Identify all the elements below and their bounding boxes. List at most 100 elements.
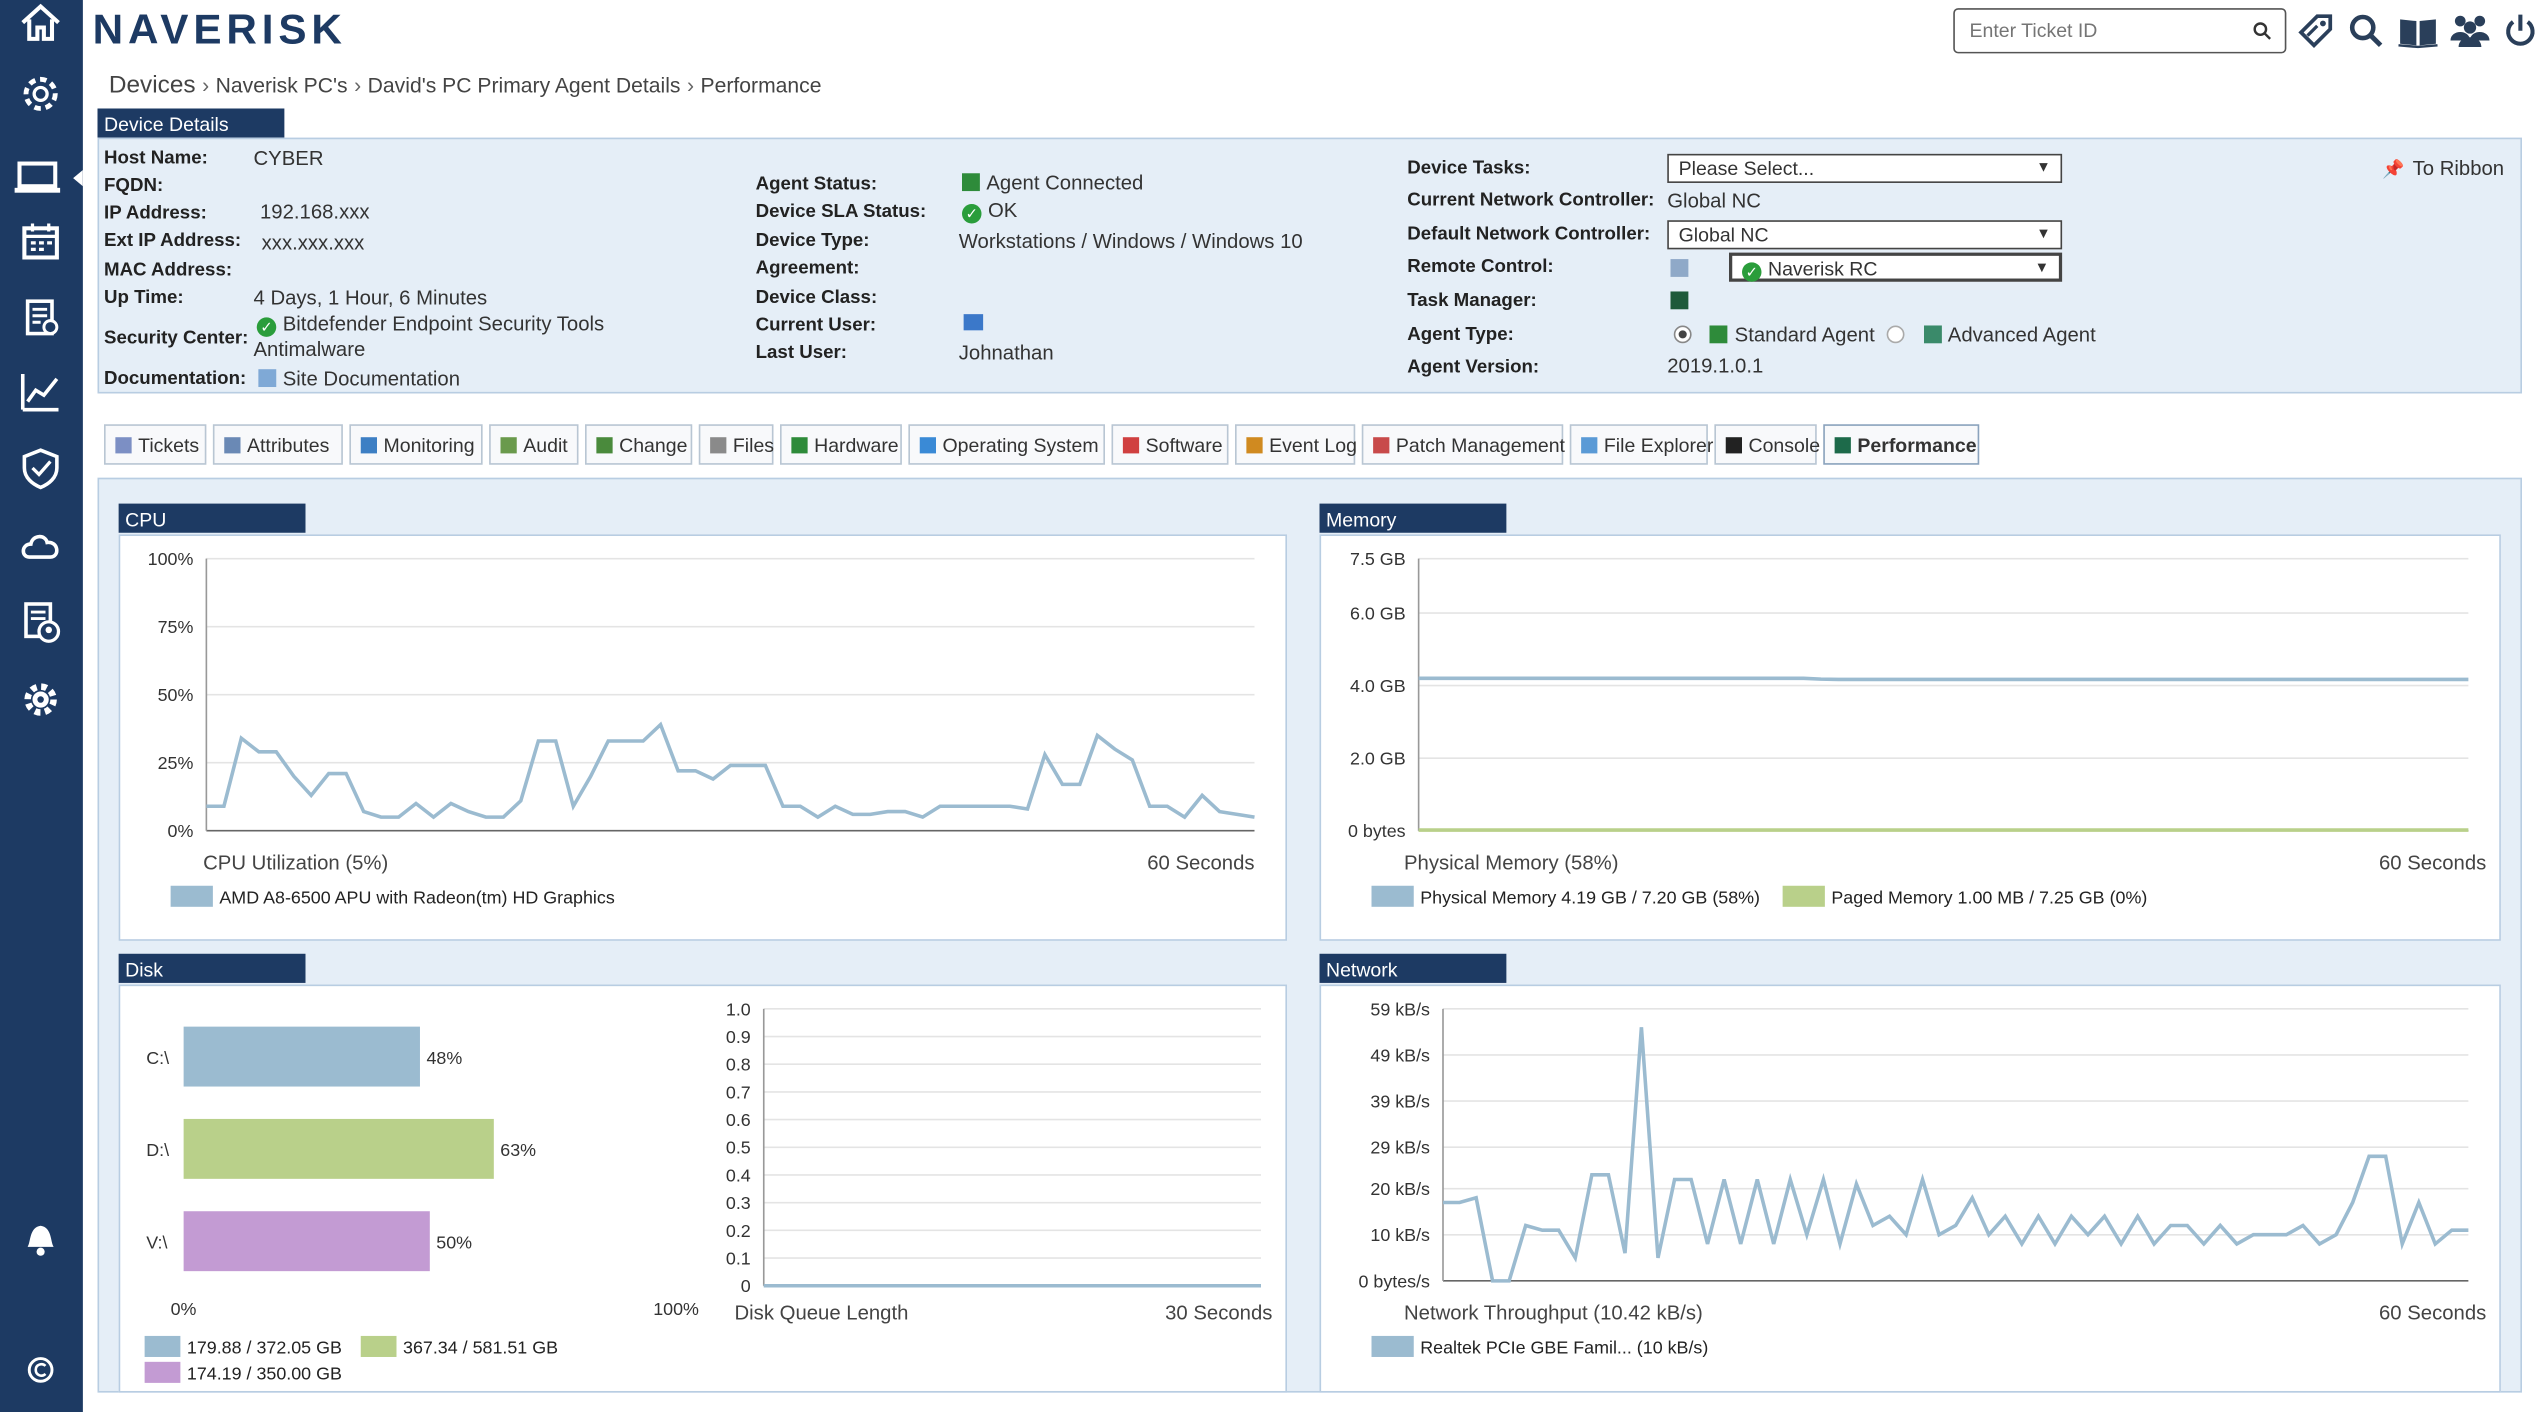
legend-swatch bbox=[144, 1361, 181, 1383]
home-icon[interactable] bbox=[10, 0, 72, 62]
x-tick-label: 100% bbox=[653, 1299, 699, 1319]
document-icon bbox=[258, 369, 277, 388]
chat-icon[interactable] bbox=[963, 311, 990, 334]
ticket-id-input[interactable] bbox=[1969, 19, 2246, 43]
tab-monitoring[interactable]: Monitoring bbox=[349, 424, 483, 465]
shield-icon[interactable] bbox=[10, 445, 72, 507]
tab-hardware[interactable]: Hardware bbox=[780, 424, 902, 465]
tab-label: Operating System bbox=[942, 433, 1099, 457]
y-tick-label: 0 bbox=[741, 1276, 751, 1296]
last-user-label: Last User: bbox=[755, 343, 848, 363]
default-nc-select[interactable]: Global NC ▼ bbox=[1667, 220, 2063, 250]
report-user-icon[interactable] bbox=[10, 598, 72, 660]
tab-patch-management[interactable]: Patch Management bbox=[1361, 424, 1565, 465]
y-tick-label: 75% bbox=[158, 617, 194, 637]
tab-console[interactable]: Console bbox=[1714, 424, 1820, 465]
tab-files[interactable]: Files bbox=[698, 424, 775, 465]
advanced-agent-radio[interactable] bbox=[1886, 325, 1905, 344]
magnifier-icon[interactable] bbox=[2347, 11, 2386, 50]
disk-queue-timespan: 30 Seconds bbox=[1165, 1301, 1273, 1325]
network-caption: Network Throughput (10.42 kB/s) bbox=[1404, 1301, 1703, 1325]
tab-file-explorer[interactable]: File Explorer bbox=[1569, 424, 1713, 465]
legend-swatch bbox=[170, 885, 213, 907]
tab-label: Performance bbox=[1857, 433, 1977, 457]
network-panel-header: Network bbox=[1319, 953, 1507, 983]
series-line bbox=[1418, 676, 2469, 682]
tickets-icon bbox=[115, 437, 132, 454]
host-name-value: CYBER bbox=[253, 147, 324, 171]
ip-address-value: 192.168.xxx bbox=[260, 200, 370, 224]
patch-management-icon bbox=[1373, 437, 1390, 454]
clipboard-icon[interactable] bbox=[10, 293, 72, 355]
y-tick-label: 0.9 bbox=[726, 1027, 751, 1047]
memory-timespan: 60 Seconds bbox=[2379, 851, 2487, 875]
tab-label: Patch Management bbox=[1395, 433, 1565, 457]
standard-agent-radio[interactable] bbox=[1673, 325, 1692, 344]
breadcrumb-devices[interactable]: Devices bbox=[108, 71, 196, 99]
tag-icon[interactable] bbox=[2296, 11, 2335, 50]
tab-tickets[interactable]: Tickets bbox=[104, 424, 207, 465]
settings-gear-icon[interactable] bbox=[10, 677, 72, 739]
tab-audit[interactable]: Audit bbox=[489, 424, 579, 465]
y-tick-label: 0.2 bbox=[726, 1221, 751, 1241]
tab-label: Software bbox=[1145, 433, 1223, 457]
tab-label: Files bbox=[732, 433, 775, 457]
users-group-icon[interactable] bbox=[2449, 11, 2490, 50]
agent-version-value: 2019.1.0.1 bbox=[1667, 354, 1764, 378]
y-tick-label: 10 kB/s bbox=[1370, 1225, 1430, 1245]
breadcrumb-agent-details[interactable]: David's PC Primary Agent Details bbox=[367, 72, 681, 98]
documentation-link[interactable]: Site Documentation bbox=[258, 368, 460, 390]
gear-cluster-icon[interactable] bbox=[10, 70, 72, 132]
tab-operating-system[interactable]: Operating System bbox=[908, 424, 1105, 465]
sla-status-label: Device SLA Status: bbox=[755, 202, 927, 222]
memory-chart-box: 7.5 GB 6.0 GB 4.0 GB 2.0 GB 0 bytes Physical… bbox=[1319, 534, 2501, 941]
disk-value-label: 48% bbox=[426, 1048, 462, 1068]
security-center-value-2: Antimalware bbox=[253, 338, 366, 362]
notification-bell-icon[interactable] bbox=[10, 1214, 72, 1276]
power-icon[interactable] bbox=[2501, 11, 2540, 50]
legend-swatch bbox=[1371, 885, 1414, 907]
to-ribbon-link[interactable]: 📌 To Ribbon bbox=[2382, 157, 2505, 180]
cpu-chart-box: 100% 75% 50% 25% 0% CPU Utilization (5%) 60 … bbox=[118, 534, 1287, 941]
search-icon[interactable] bbox=[2252, 19, 2272, 48]
change-icon bbox=[596, 437, 613, 454]
chart-trend-icon[interactable] bbox=[10, 369, 72, 431]
remote-desktop-icon[interactable] bbox=[1670, 257, 1695, 280]
remote-control-select[interactable]: ✓ Naverisk RC ▼ bbox=[1729, 252, 2063, 282]
cpu-panel-header: CPU bbox=[118, 503, 306, 533]
breadcrumb-naverisk-pcs[interactable]: Naverisk PC's bbox=[215, 72, 348, 98]
cloud-icon[interactable] bbox=[10, 523, 72, 585]
devices-laptop-icon[interactable] bbox=[0, 146, 83, 211]
naverisk-logo[interactable]: NAVERISK bbox=[92, 4, 347, 54]
y-tick-label: 0.4 bbox=[726, 1165, 751, 1185]
event-log-icon bbox=[1246, 437, 1263, 454]
chevron-down-icon: ▼ bbox=[2036, 158, 2051, 175]
current-nc-label: Current Network Controller: bbox=[1407, 191, 1655, 211]
task-manager-icon[interactable] bbox=[1670, 290, 1695, 313]
chevron-right-icon: › bbox=[202, 72, 210, 98]
tab-change[interactable]: Change bbox=[585, 424, 693, 465]
calendar-icon[interactable] bbox=[10, 219, 72, 281]
remote-control-label: Remote Control: bbox=[1407, 257, 1554, 277]
tab-software[interactable]: Software bbox=[1111, 424, 1229, 465]
tab-event-log[interactable]: Event Log bbox=[1235, 424, 1357, 465]
device-tasks-select[interactable]: Please Select... ▼ bbox=[1667, 153, 2063, 183]
tab-label: File Explorer bbox=[1603, 433, 1714, 457]
disk-usage-bar-chart: C:\ 48% D:\ 63% V:\ 50% 0% 100% bbox=[146, 1026, 699, 1319]
security-center-label: Security Center: bbox=[104, 328, 249, 349]
agent-type-label: Agent Type: bbox=[1407, 325, 1514, 345]
y-tick-label: 7.5 GB bbox=[1350, 549, 1406, 569]
tab-performance[interactable]: Performance bbox=[1823, 424, 1980, 465]
host-name-label: Host Name: bbox=[104, 148, 208, 169]
file-explorer-icon bbox=[1581, 437, 1598, 454]
disk-value-label: 50% bbox=[436, 1233, 472, 1253]
tab-attributes[interactable]: Attributes bbox=[212, 424, 343, 465]
agent-connected-icon bbox=[962, 173, 980, 192]
book-icon[interactable] bbox=[2397, 11, 2438, 50]
ext-ip-value: xxx.xxx.xxx bbox=[261, 231, 365, 255]
cpu-line-chart: 100% 75% 50% 25% 0% bbox=[148, 549, 1255, 841]
y-tick-label: 6.0 GB bbox=[1350, 604, 1406, 624]
ticket-search-box[interactable] bbox=[1953, 8, 2287, 54]
disk-category-label: D:\ bbox=[146, 1140, 169, 1160]
memory-panel-header: Memory bbox=[1319, 503, 1507, 533]
